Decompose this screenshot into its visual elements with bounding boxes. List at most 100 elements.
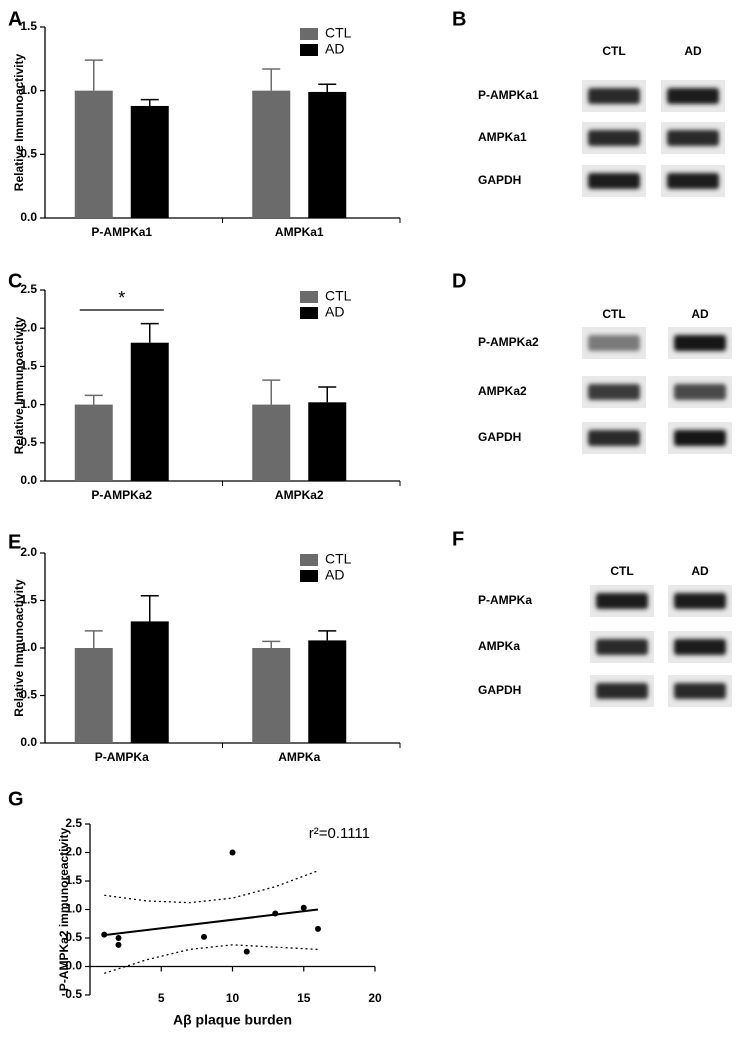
y-axis-title: Relative Immunoactivity (12, 53, 26, 191)
y-tick-label: 0.0 (20, 210, 37, 224)
y-tick-label: 1.0 (65, 902, 82, 916)
blot-column-label: AD (691, 307, 709, 321)
blot-row-label: P-AMPKa2 (478, 335, 539, 349)
ci-upper (104, 870, 319, 904)
panel-letter: C (8, 270, 22, 292)
y-tick-label: -0.5 (61, 987, 82, 1001)
point (101, 931, 108, 938)
x-tick-label: AMPKa2 (275, 488, 324, 502)
blot-band (596, 683, 648, 699)
blot-column-label: AD (684, 44, 702, 58)
panel-letter: F (452, 528, 464, 550)
blot-row-label: AMPKa (478, 639, 520, 653)
bar (130, 621, 169, 743)
blot-column-label: CTL (602, 307, 625, 321)
blot-column-label: CTL (610, 564, 633, 578)
point (229, 849, 236, 856)
error-bar (140, 98, 159, 106)
point (115, 935, 122, 941)
point (115, 941, 122, 948)
error-bar (140, 595, 159, 622)
panel-letter: G (8, 788, 24, 810)
bar (74, 90, 113, 218)
bar (74, 648, 113, 743)
point (201, 933, 207, 940)
legend-swatch (300, 291, 318, 303)
y-axis-title: Relative Immunoactivity (12, 316, 26, 454)
error-bar (318, 630, 337, 641)
y-tick-label: 0.5 (20, 688, 37, 702)
error-bar (262, 68, 281, 91)
panel-letter: B (452, 8, 466, 30)
x-tick-label: AMPKa (278, 750, 320, 764)
x-tick-label: AMPKa1 (275, 225, 324, 239)
blot-band (667, 130, 719, 146)
bar (252, 404, 291, 481)
bar (130, 105, 169, 218)
y-tick-label: 0.5 (65, 930, 82, 944)
point (300, 904, 307, 911)
y-tick-label: 0.0 (20, 735, 37, 749)
legend-swatch (300, 307, 318, 319)
panel-letter: A (8, 8, 22, 30)
y-tick-label: 2.0 (20, 320, 37, 334)
blot-band (588, 335, 640, 351)
blot-row-label: AMPKa2 (478, 384, 527, 398)
x-axis-title: Aβ plaque burden (173, 1012, 292, 1028)
blot-row-label: GAPDH (478, 430, 521, 444)
blot-column-label: AD (691, 564, 709, 578)
blot-band (674, 683, 726, 699)
blot-row-label: P-AMPKa (478, 593, 532, 607)
y-tick-label: 2.0 (65, 845, 82, 859)
bar (130, 342, 169, 481)
legend-label: AD (325, 41, 344, 57)
y-tick-label: 1.5 (20, 359, 37, 373)
blot-band (674, 430, 726, 446)
bar (308, 640, 347, 743)
y-tick-label: 1.5 (20, 593, 37, 607)
error-bar (318, 386, 337, 403)
bar (252, 90, 291, 218)
blot-band (588, 173, 640, 189)
legend-label: AD (325, 567, 344, 583)
blot-band (596, 593, 648, 609)
point (272, 910, 279, 917)
blot-band (667, 88, 719, 104)
legend-label: CTL (325, 25, 352, 41)
x-tick-label: P-AMPKa (95, 750, 149, 764)
blot-band (588, 430, 640, 446)
legend-label: CTL (325, 551, 352, 567)
y-tick-label: 0.5 (20, 435, 37, 449)
blot-row-label: P-AMPKa1 (478, 88, 539, 102)
blot-band (588, 130, 640, 146)
significance-label: * (118, 288, 125, 308)
blot-band (674, 593, 726, 609)
blot-band (588, 88, 640, 104)
y-tick-label: 1.0 (20, 640, 37, 654)
bar (252, 648, 291, 743)
blot-column-label: CTL (602, 44, 625, 58)
point (315, 925, 321, 932)
x-tick-label: P-AMPKa1 (91, 225, 152, 239)
legend-label: CTL (325, 288, 352, 304)
x-tick-label: 5 (158, 991, 165, 1005)
bar (308, 91, 347, 218)
point (243, 948, 250, 955)
bar (308, 402, 347, 481)
fit-line (104, 908, 319, 937)
legend-swatch (300, 554, 318, 566)
x-tick-label: 15 (297, 991, 311, 1005)
blot-row-label: GAPDH (478, 683, 521, 697)
legend-swatch (300, 570, 318, 582)
blot-band (667, 173, 719, 189)
y-tick-label: 0.0 (20, 473, 37, 487)
blot-band (674, 384, 726, 400)
blot-band (674, 639, 726, 655)
y-tick-label: 2.5 (65, 816, 82, 830)
error-bar (84, 59, 103, 91)
bar (74, 404, 113, 481)
panel-letter: D (452, 270, 466, 292)
panel-letter: E (8, 531, 21, 553)
x-tick-label: 20 (368, 991, 382, 1005)
